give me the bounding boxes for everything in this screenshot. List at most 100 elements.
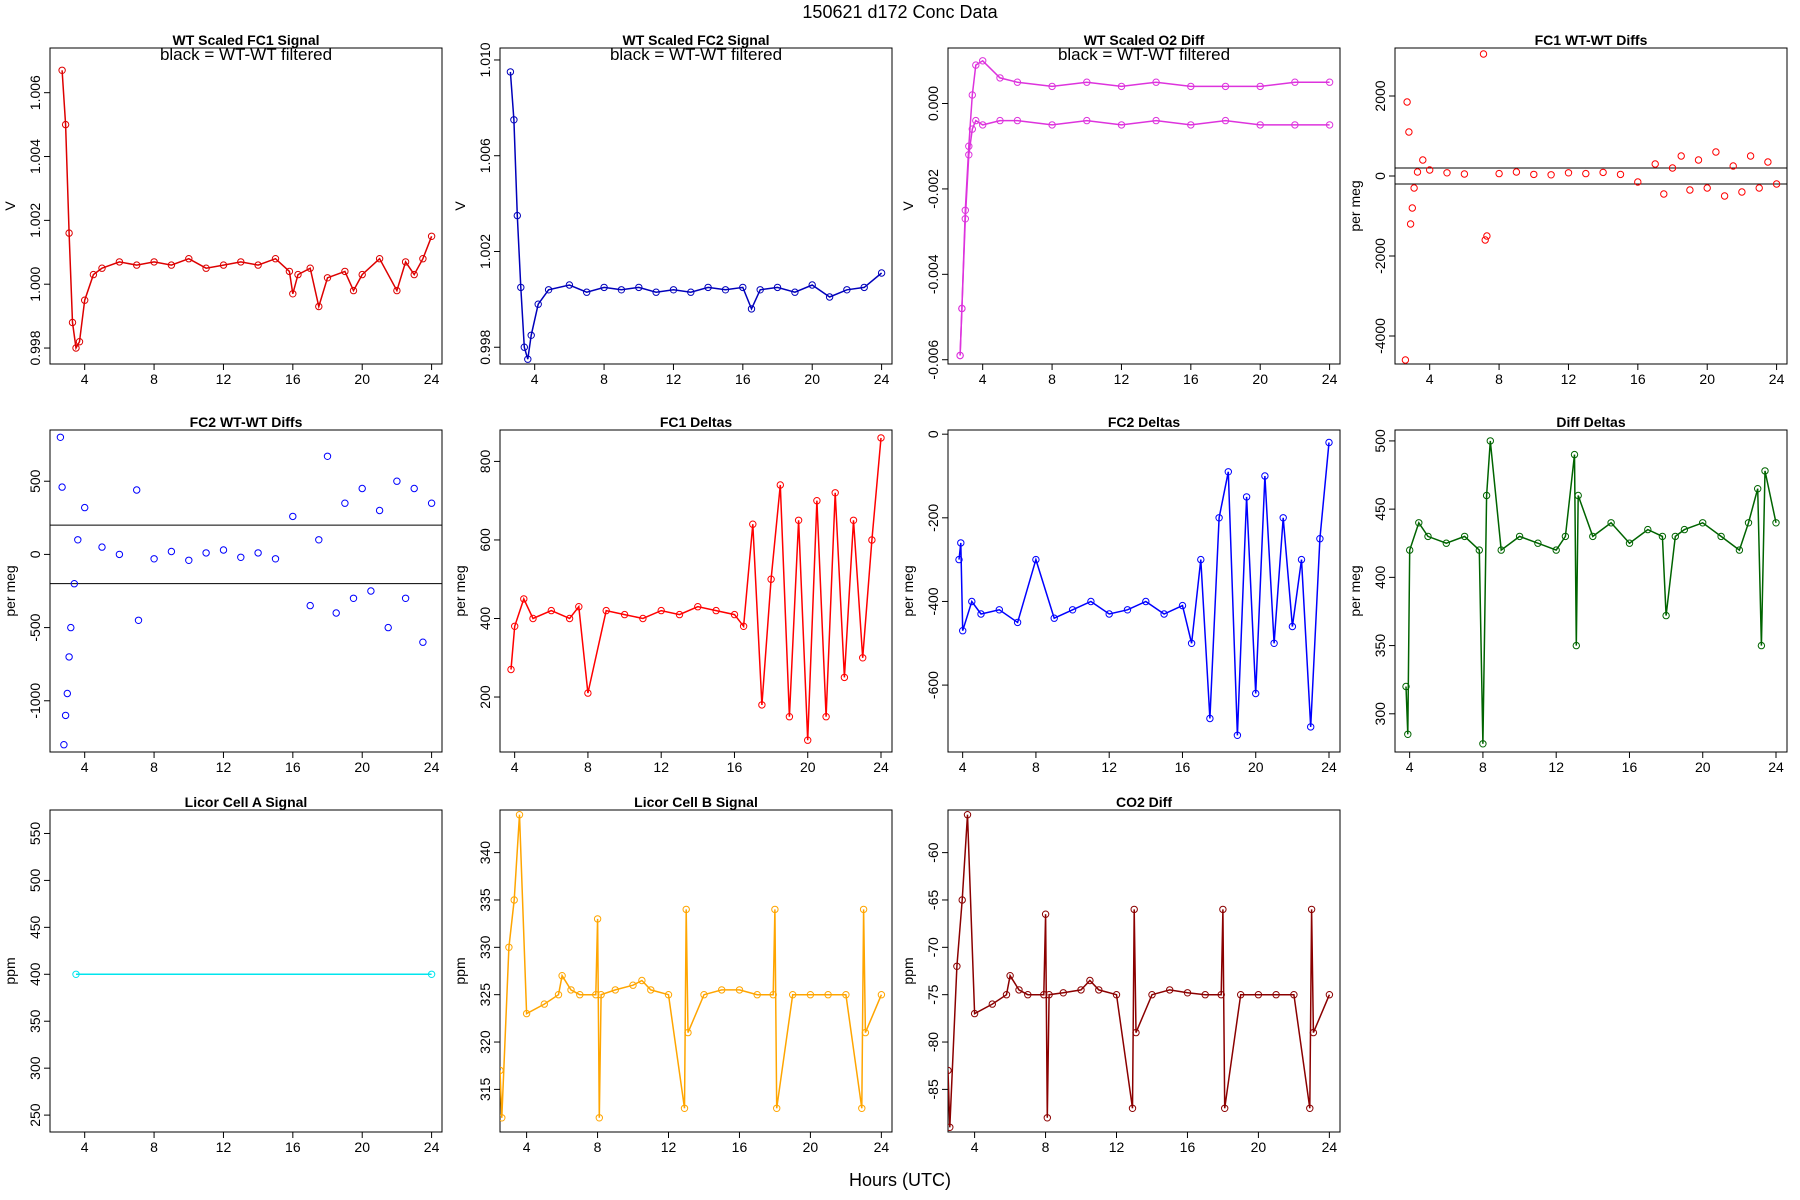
data-point [1460,532,1469,541]
data-point [712,606,720,615]
data-point [1086,976,1094,985]
y-tick-label: 250 [27,1103,43,1127]
data-point [61,120,70,129]
series-line [500,814,883,1118]
data-point [529,614,537,623]
data-point [219,546,228,554]
y-tick-label: 800 [477,450,493,474]
plot-frame [1394,429,1788,753]
data-point [520,343,528,351]
page-title: 150621 d172 Conc Data [802,2,998,22]
x-tick-label: 4 [979,371,987,387]
panel-11: CO2 Diff ppm 4 8 12 16 20 24 -85 -80 -75 -70 -65 -60 [900,794,1341,1155]
data-point [1325,121,1334,129]
data-point [1132,1028,1140,1037]
data-point [1404,730,1412,738]
data-point [988,1000,996,1008]
data-point [1117,82,1126,91]
y-tick-label: -2000 [1372,238,1388,274]
x-tick-label: 16 [1622,759,1638,775]
data-point [332,609,340,617]
x-tick-label: 24 [1769,371,1785,387]
data-point [1402,682,1410,691]
data-point [995,606,1003,614]
data-point [961,215,969,223]
y-axis-label: per meg [1347,565,1363,616]
data-point [524,355,532,363]
data-point [98,264,106,272]
data-point [1634,178,1642,186]
data-point [1325,438,1333,447]
data-point [1729,162,1737,170]
plot-frame [49,809,443,1133]
y-tick-label: 400 [27,962,43,986]
x-tick-label: 20 [354,1139,370,1155]
data-point [419,638,427,646]
data-point [948,1066,952,1075]
data-point [1761,467,1769,475]
data-point [597,991,605,999]
data-point [65,229,73,237]
data-point [593,915,602,923]
data-point [271,255,280,263]
data-point [565,614,574,623]
data-point [664,991,673,999]
data-point [1187,639,1196,647]
data-point [1221,116,1230,125]
data-point [1219,905,1227,914]
data-point [979,121,987,129]
data-point [704,283,712,292]
data-point [1272,991,1280,999]
data-point [1178,601,1187,610]
data-point [1217,991,1225,999]
data-point [1772,180,1781,188]
y-axis-label: V [900,201,916,211]
data-point [237,258,245,266]
y-tick-label: 315 [477,1077,493,1101]
data-point [1625,539,1634,547]
data-point [1582,169,1590,178]
y-tick-label: 335 [477,888,493,912]
data-point [419,255,427,263]
x-tick-label: 12 [1114,371,1130,387]
x-tick-label: 20 [800,759,816,775]
x-tick-label: 24 [874,371,890,387]
data-point [70,580,79,588]
data-point [1201,991,1209,999]
data-point [877,269,886,277]
data-point [858,1104,866,1113]
x-tick-label: 24 [1322,1139,1338,1155]
x-tick-label: 8 [150,759,158,775]
data-point [1024,991,1032,999]
x-tick-label: 4 [959,759,967,775]
data-point [520,595,528,603]
data-point [647,986,655,994]
y-tick-label: -60 [925,842,941,862]
x-tick-label: 8 [1032,759,1040,775]
data-point [1419,156,1427,164]
panel-annotation: black = WT-WT filtered [1058,45,1230,64]
data-point [1426,166,1434,174]
data-point [1547,171,1555,179]
x-tick-label: 24 [1322,371,1338,387]
data-point [500,1114,506,1122]
y-tick-label: 400 [1372,565,1388,589]
y-tick-label: 1.004 [27,139,43,174]
data-point [1325,78,1334,86]
x-tick-label: 16 [1175,759,1191,775]
data-point [134,616,143,624]
data-point [65,653,73,661]
x-tick-label: 12 [216,371,232,387]
y-tick-label: -85 [925,1079,941,1099]
data-point [289,290,297,298]
data-point [115,258,124,266]
y-axis-label: per meg [900,565,916,616]
data-point [1083,116,1091,125]
data-point [67,623,75,632]
series-group [72,970,436,978]
data-point [306,601,314,610]
data-point [254,549,262,557]
data-point [680,1104,689,1113]
data-point [1013,618,1022,627]
data-point [600,283,608,292]
